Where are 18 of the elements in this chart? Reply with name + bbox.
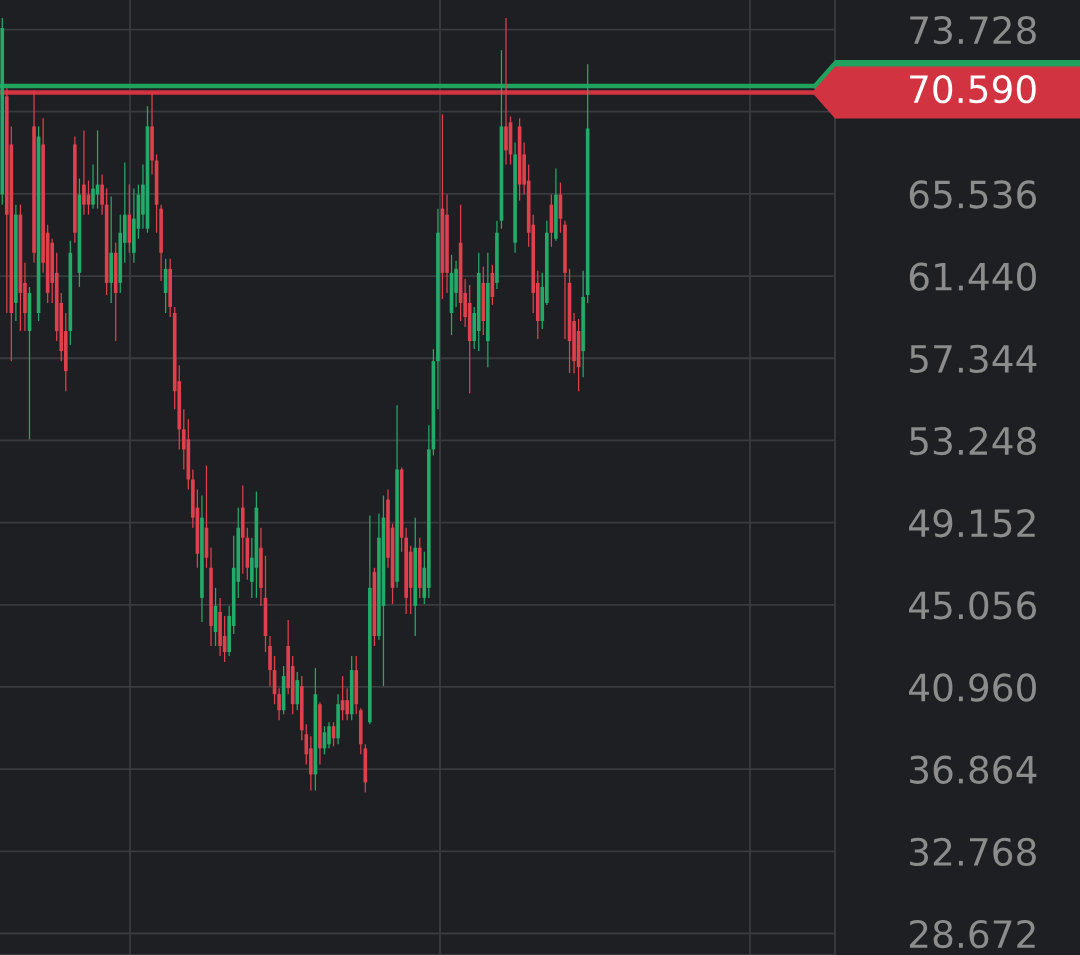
y-tick-label: 65.536 — [909, 180, 1037, 209]
candlestick — [100, 173, 104, 216]
candlestick — [327, 721, 331, 749]
candlestick — [91, 163, 95, 210]
y-tick-label: 32.768 — [910, 837, 1036, 867]
y-tick-label: 73.728 — [910, 15, 1036, 45]
candlestick — [82, 129, 86, 216]
y-tick-label: 57.344 — [910, 344, 1037, 374]
y-tick-label: 36.864 — [910, 755, 1037, 784]
candlestick — [345, 687, 349, 721]
y-tick-label: 61.440 — [909, 262, 1036, 291]
y-tick-label: 49.152 — [909, 509, 1035, 538]
y-tick-label: 45.056 — [909, 591, 1037, 620]
y-tick-label: 40.960 — [909, 673, 1036, 702]
ref-line-label: 70.590 — [910, 75, 1036, 104]
candlestick — [277, 687, 281, 721]
y-tick-label: 53.248 — [910, 426, 1036, 456]
y-tick-label: 28.672 — [909, 919, 1035, 949]
